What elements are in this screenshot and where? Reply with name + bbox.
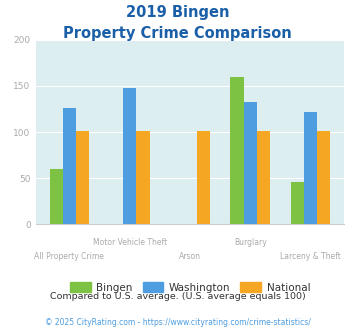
Legend: Bingen, Washington, National: Bingen, Washington, National	[66, 278, 314, 297]
Text: Motor Vehicle Theft: Motor Vehicle Theft	[93, 238, 167, 247]
Text: Compared to U.S. average. (U.S. average equals 100): Compared to U.S. average. (U.S. average …	[50, 292, 305, 301]
Bar	[63, 108, 76, 224]
Bar	[197, 131, 210, 224]
Text: 2019 Bingen: 2019 Bingen	[126, 5, 229, 20]
Bar	[136, 131, 149, 224]
Text: All Property Crime: All Property Crime	[34, 252, 104, 261]
Bar	[290, 182, 304, 224]
Text: © 2025 CityRating.com - https://www.cityrating.com/crime-statistics/: © 2025 CityRating.com - https://www.city…	[45, 318, 310, 327]
Bar	[244, 102, 257, 224]
Text: Arson: Arson	[179, 252, 201, 261]
Bar	[304, 112, 317, 224]
Bar	[230, 78, 244, 224]
Text: Burglary: Burglary	[234, 238, 267, 247]
Text: Larceny & Theft: Larceny & Theft	[280, 252, 341, 261]
Bar	[317, 131, 330, 224]
Bar	[76, 131, 89, 224]
Bar	[50, 169, 63, 224]
Text: Property Crime Comparison: Property Crime Comparison	[63, 26, 292, 41]
Bar	[257, 131, 270, 224]
Bar	[123, 88, 136, 224]
